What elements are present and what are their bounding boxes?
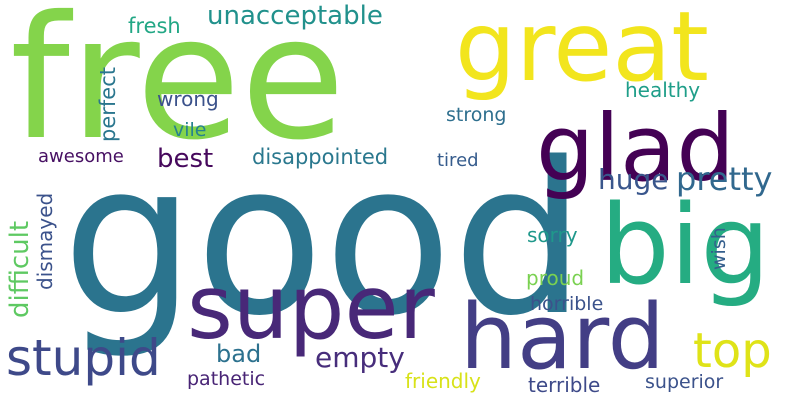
word-pathetic: pathetic <box>187 368 265 390</box>
word-unacceptable: unacceptable <box>207 1 383 31</box>
word-strong: strong <box>446 104 506 126</box>
word-horrible: horrible <box>530 293 603 315</box>
word-terrible: terrible <box>528 373 600 397</box>
word-great: great <box>455 0 709 103</box>
word-proud: proud <box>526 266 584 290</box>
word-wrong: wrong <box>157 87 219 111</box>
word-awesome: awesome <box>38 146 124 167</box>
word-bad: bad <box>216 340 261 368</box>
word-superior: superior <box>645 371 723 393</box>
word-healthy: healthy <box>625 78 700 102</box>
word-big: big <box>600 181 770 309</box>
word-vile: vile <box>173 119 207 141</box>
word-glad: glad <box>536 95 735 202</box>
word-pretty: pretty <box>676 160 772 198</box>
word-good: good <box>62 117 586 362</box>
word-super: super <box>187 256 436 359</box>
word-best: best <box>157 144 213 174</box>
word-sorry: sorry <box>527 223 578 247</box>
word-empty: empty <box>315 341 405 374</box>
word-friendly: friendly <box>405 369 481 393</box>
word-stupid: stupid <box>6 329 161 387</box>
word-dismayed: dismayed <box>33 193 57 290</box>
word-perfect: perfect <box>96 67 120 142</box>
word-top: top <box>693 323 772 379</box>
word-difficult: difficult <box>5 221 35 318</box>
word-fresh: fresh <box>128 14 181 38</box>
word-wish: wish <box>708 227 730 270</box>
word-huge: huge <box>598 163 669 196</box>
word-hard: hard <box>460 285 665 390</box>
word-disappointed: disappointed <box>252 145 388 169</box>
word-free: free <box>10 0 345 178</box>
word-tired: tired <box>437 150 479 171</box>
